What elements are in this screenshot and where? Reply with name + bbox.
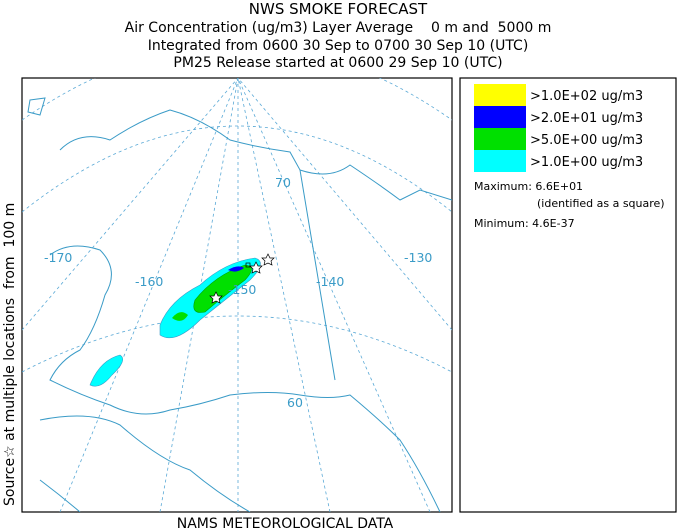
graticule [237,78,331,512]
graticule [159,78,239,512]
maximum: Maximum: 6.6E+01 [474,180,583,193]
coastline [39,479,81,512]
coastline [39,415,251,512]
header-line: Integrated from 0600 30 Sep to 0700 30 S… [148,38,529,54]
plume [193,264,252,313]
map-label: 70 [275,175,291,190]
legend-label: >2.0E+01 ug/m3 [530,111,643,126]
maximum-square [245,262,251,268]
header-line: Air Concentration (ug/m3) Layer Average … [125,20,552,36]
map-frame [21,77,453,513]
map-label: -160 [135,274,163,289]
legend-label: >1.0E+02 ug/m3 [530,89,643,104]
plume [89,354,123,387]
coastline [27,97,452,201]
graticule [59,78,239,512]
border [299,169,336,381]
legend-swatch [474,128,526,150]
map-label: 60 [287,395,303,410]
legend-swatch [474,150,526,172]
graticule [22,315,452,373]
map-label: -140 [316,274,344,289]
plume [228,266,244,272]
coastline [49,245,441,512]
maximum-note: (identified as a square) [537,197,665,210]
legend-swatch [474,106,526,128]
side-label: Source☆ at multiple locations from 100 m [2,203,18,506]
legend-label: >1.0E+00 ug/m3 [530,155,643,170]
source-stars [209,253,275,304]
map: 70 -170 -160 -150 -140 -130 60 [21,77,453,513]
plume [172,312,188,321]
legend-label: >5.0E+00 ug/m3 [530,133,643,148]
graticule [22,78,239,331]
map-label: -130 [404,250,432,265]
graticule [237,78,431,512]
graticule [237,78,452,331]
graticule [22,125,452,213]
minimum: Minimum: 4.6E-37 [474,217,575,230]
header-line: PM25 Release started at 0600 29 Sep 10 (… [173,55,502,71]
footer: NAMS METEOROLOGICAL DATA [177,516,394,532]
legend-swatch [474,84,526,106]
map-label: -150 [228,282,256,297]
title: NWS SMOKE FORECAST [249,0,428,18]
map-label: -170 [44,250,72,265]
